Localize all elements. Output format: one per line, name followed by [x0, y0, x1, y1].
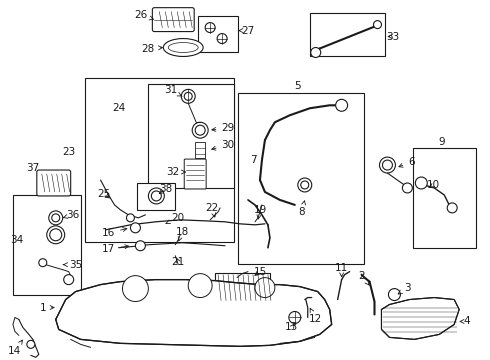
Bar: [85, 78, 234, 242]
Circle shape: [298, 178, 312, 192]
Circle shape: [217, 33, 227, 44]
Circle shape: [181, 89, 195, 103]
Text: 34: 34: [10, 235, 24, 245]
Text: 31: 31: [164, 85, 182, 96]
Text: 29: 29: [212, 123, 235, 133]
Text: 6: 6: [399, 157, 415, 167]
Bar: [414, 148, 476, 248]
Polygon shape: [56, 280, 332, 346]
Text: 5: 5: [294, 81, 301, 91]
Bar: [198, 15, 238, 53]
Text: 18: 18: [175, 227, 189, 241]
Circle shape: [389, 289, 400, 301]
Circle shape: [184, 92, 192, 100]
Text: 21: 21: [172, 257, 185, 267]
Text: 26: 26: [134, 10, 153, 20]
Circle shape: [402, 183, 413, 193]
Text: 28: 28: [142, 44, 162, 54]
Text: 3: 3: [398, 283, 411, 294]
Text: 17: 17: [102, 244, 129, 254]
Text: 37: 37: [26, 163, 40, 173]
Circle shape: [130, 223, 141, 233]
Text: 23: 23: [62, 147, 75, 157]
Circle shape: [192, 122, 208, 138]
FancyBboxPatch shape: [184, 159, 206, 189]
Text: 4: 4: [460, 316, 470, 327]
Text: 11: 11: [335, 263, 348, 277]
Circle shape: [336, 99, 347, 111]
Text: 7: 7: [250, 155, 256, 165]
Text: 38: 38: [159, 184, 172, 194]
Text: 33: 33: [386, 32, 399, 41]
Circle shape: [301, 181, 309, 189]
Text: 10: 10: [427, 180, 440, 190]
Ellipse shape: [163, 39, 203, 57]
Circle shape: [50, 229, 62, 241]
Text: 22: 22: [205, 203, 219, 217]
Bar: [238, 93, 364, 264]
Text: 8: 8: [298, 201, 305, 217]
Ellipse shape: [168, 42, 198, 53]
Text: 13: 13: [285, 323, 298, 332]
Circle shape: [135, 241, 146, 251]
Circle shape: [148, 188, 164, 204]
Circle shape: [447, 203, 457, 213]
Bar: [137, 183, 175, 210]
Text: 27: 27: [239, 26, 255, 36]
Circle shape: [311, 48, 321, 58]
Circle shape: [39, 259, 47, 267]
Text: 1: 1: [40, 302, 54, 312]
Circle shape: [195, 125, 205, 135]
Bar: [13, 195, 81, 294]
Circle shape: [373, 21, 382, 28]
Text: 36: 36: [63, 210, 79, 220]
Circle shape: [151, 191, 161, 201]
Text: 24: 24: [112, 103, 125, 113]
Circle shape: [47, 226, 65, 244]
Text: 30: 30: [212, 140, 235, 150]
Text: 12: 12: [309, 308, 322, 324]
Text: 2: 2: [358, 271, 369, 285]
Circle shape: [289, 311, 301, 323]
Text: 16: 16: [102, 228, 127, 238]
FancyBboxPatch shape: [152, 8, 194, 32]
Circle shape: [27, 340, 35, 348]
Circle shape: [126, 214, 134, 222]
Bar: [215, 273, 270, 302]
Text: 25: 25: [97, 189, 110, 199]
Circle shape: [52, 214, 60, 222]
Circle shape: [64, 275, 74, 285]
Text: 35: 35: [63, 260, 82, 270]
Text: 20: 20: [166, 213, 185, 224]
Circle shape: [379, 157, 395, 173]
Circle shape: [49, 211, 63, 225]
Text: 19: 19: [253, 205, 267, 219]
Bar: [310, 13, 386, 57]
Text: 9: 9: [438, 137, 444, 147]
Circle shape: [122, 276, 148, 302]
Bar: [148, 84, 234, 188]
Text: 15: 15: [253, 267, 267, 276]
Text: 32: 32: [166, 167, 185, 177]
Bar: [195, 142, 205, 158]
Circle shape: [383, 160, 392, 170]
Text: 14: 14: [8, 340, 23, 356]
Circle shape: [416, 177, 427, 189]
Circle shape: [205, 23, 215, 32]
Polygon shape: [382, 298, 459, 339]
Circle shape: [188, 274, 212, 298]
Circle shape: [255, 278, 275, 298]
FancyBboxPatch shape: [37, 170, 71, 196]
